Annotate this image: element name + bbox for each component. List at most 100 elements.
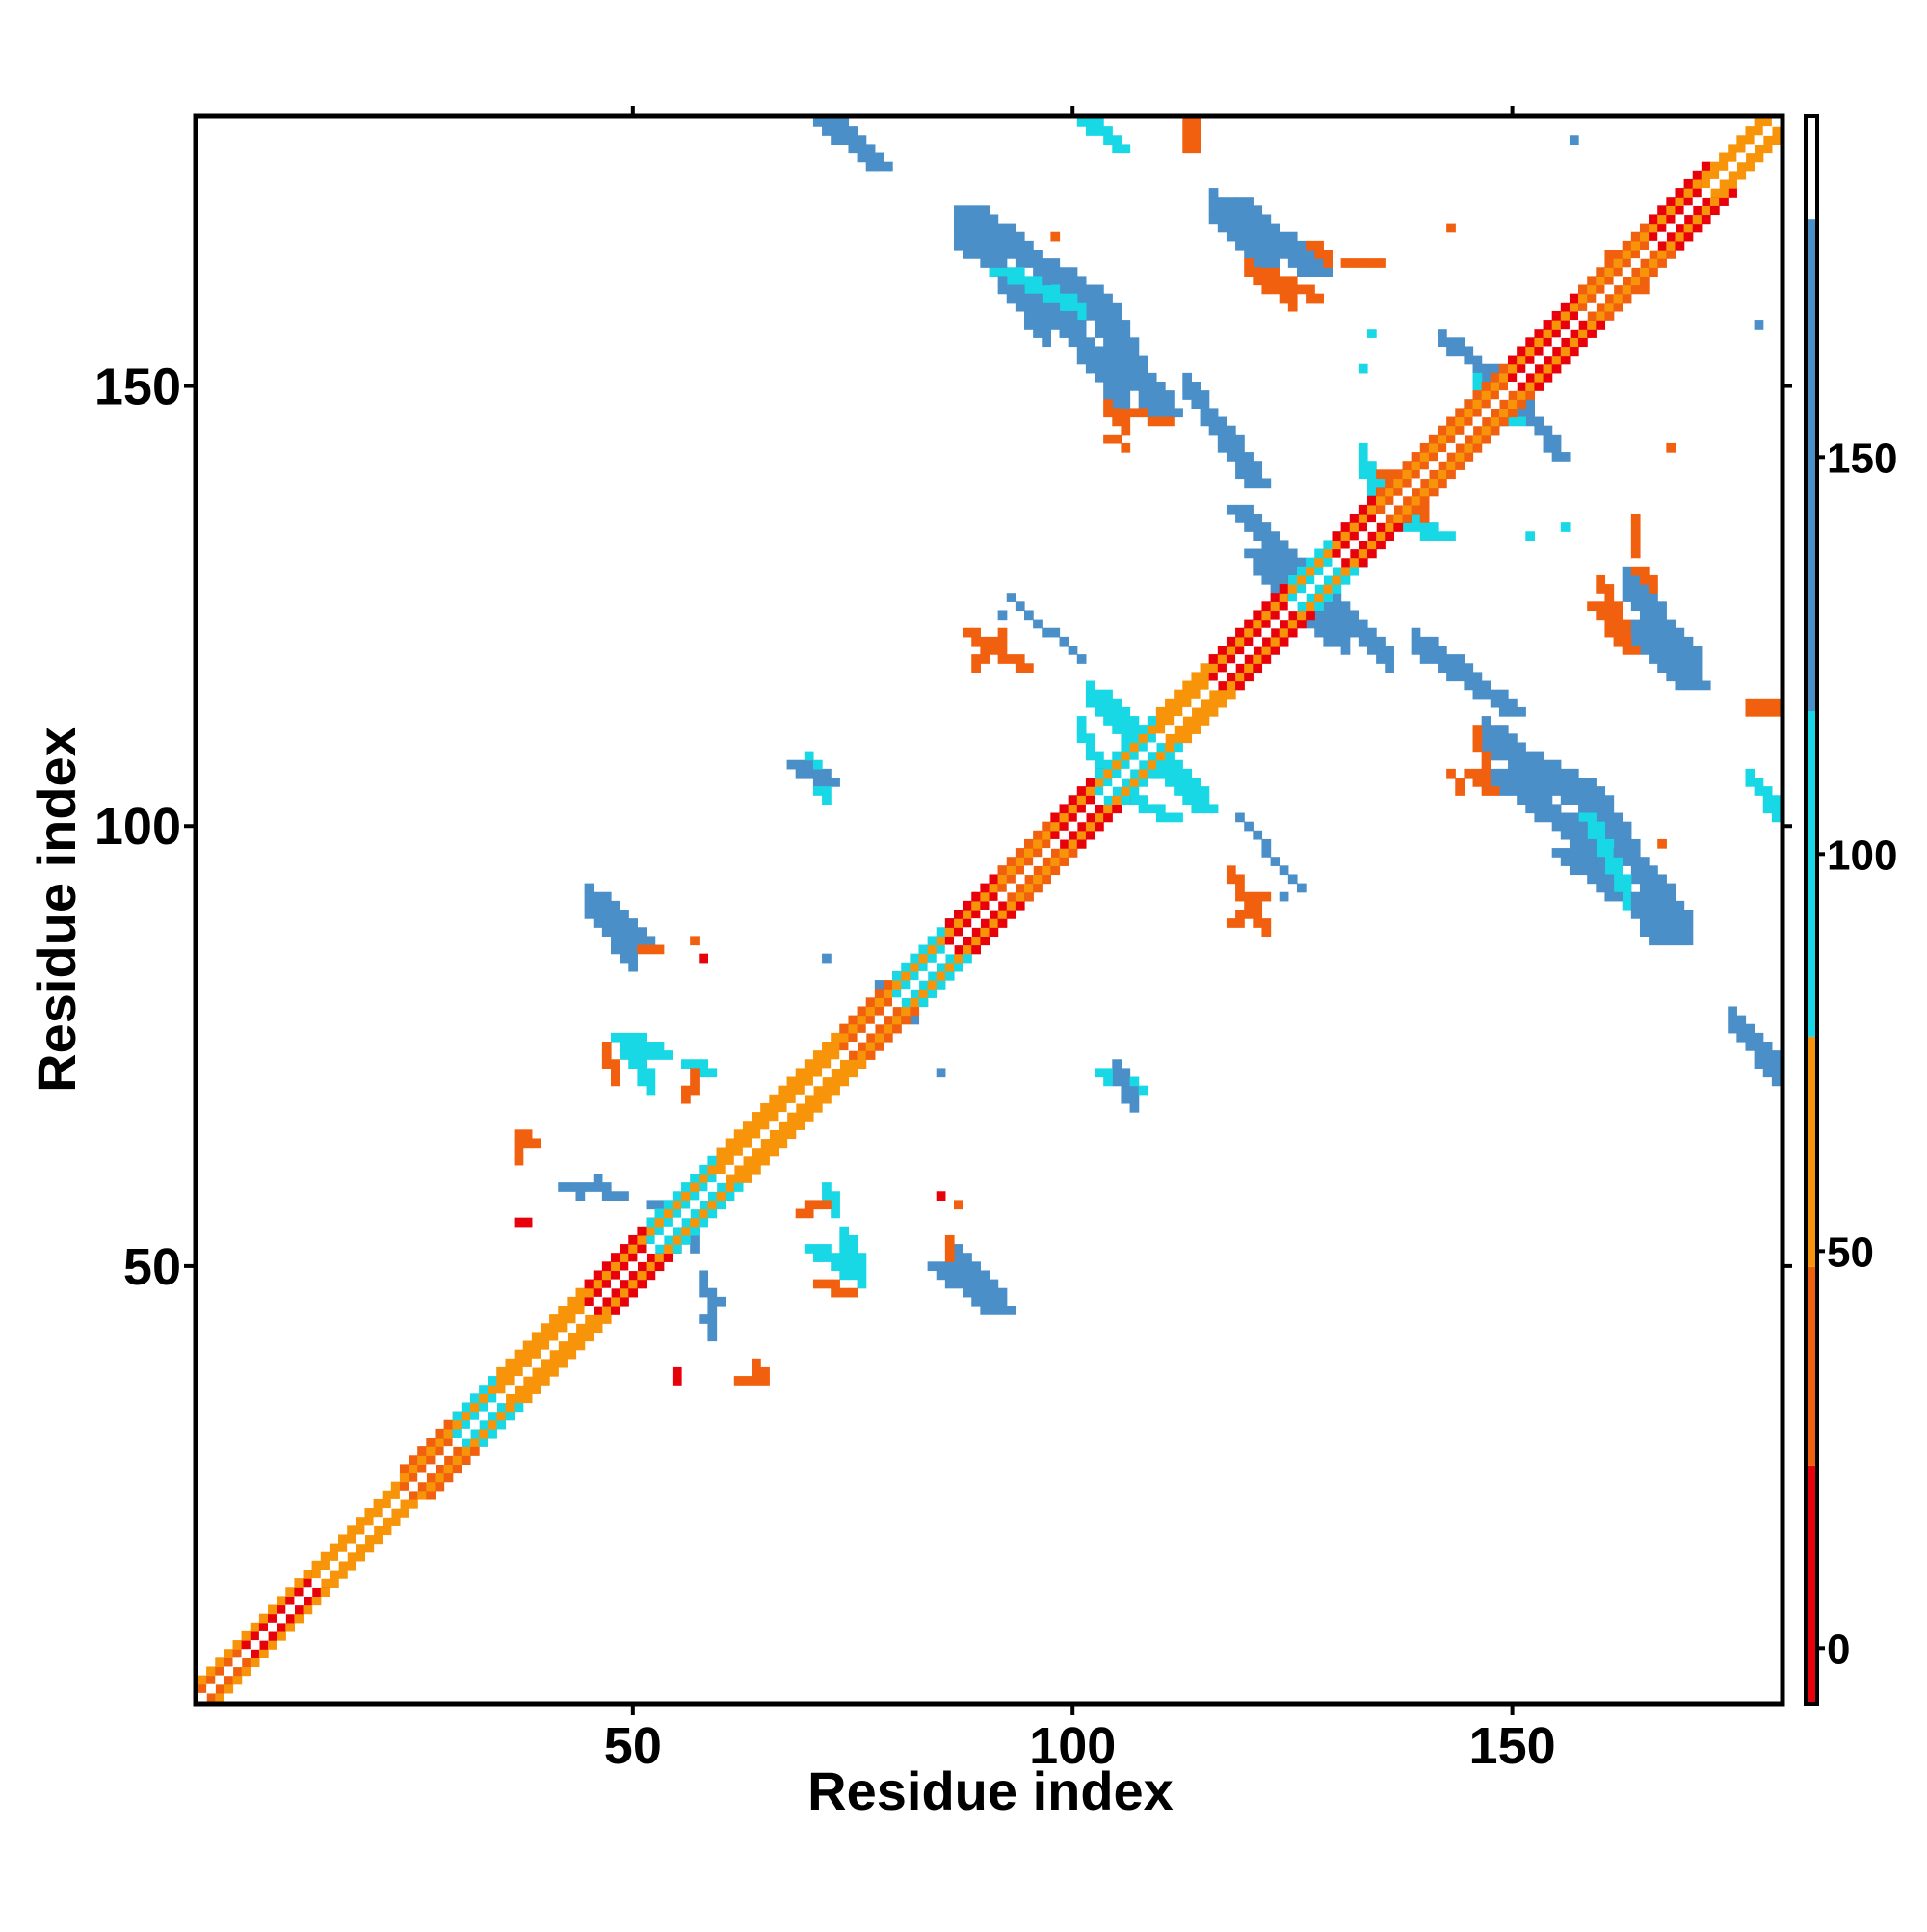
diagonal-cell [1560, 310, 1571, 321]
heatmap-cell [848, 135, 858, 145]
diagonal-cell [1666, 214, 1676, 225]
heatmap-cell [733, 1376, 744, 1386]
diagonal-self-cell [320, 1570, 330, 1579]
heatmap-cell [997, 636, 1008, 647]
heatmap-cell [1332, 627, 1342, 638]
heatmap-cell [953, 205, 964, 216]
heatmap-cell [646, 1050, 656, 1060]
heatmap-cell [989, 223, 999, 233]
heatmap-cell [1191, 135, 1201, 145]
heatmap-cell [1692, 672, 1703, 682]
heatmap-cell [1261, 267, 1272, 277]
heatmap-cell [1508, 786, 1518, 796]
heatmap-cell [1253, 557, 1263, 568]
heatmap-cell [1138, 372, 1148, 383]
heatmap-cell [1569, 795, 1579, 805]
diagonal-cell [1428, 478, 1439, 489]
heatmap-cell [1112, 144, 1122, 154]
heatmap-cell [575, 1182, 586, 1192]
diagonal-cell [1438, 442, 1447, 453]
heatmap-cell [822, 953, 832, 964]
diagonal-cell [822, 1059, 832, 1069]
heatmap-cell [620, 944, 629, 955]
diagonal-cell [1042, 874, 1051, 885]
heatmap-cell [1649, 891, 1658, 902]
heatmap-cell [663, 1050, 673, 1060]
diagonal-cell [980, 883, 990, 893]
heatmap-cell [963, 250, 972, 259]
diagonal-cell [1366, 495, 1377, 506]
heatmap-cell [857, 135, 867, 145]
heatmap-cell [1666, 442, 1676, 453]
diagonal-cell [443, 1455, 454, 1465]
diagonal-self-cell [1525, 363, 1536, 374]
diagonal-cell [1587, 276, 1597, 286]
diagonal-cell [628, 1234, 638, 1245]
diagonal-cell [390, 1517, 401, 1526]
diagonal-self-cell [364, 1525, 375, 1536]
heatmap-cell [1604, 804, 1615, 814]
diagonal-cell [549, 1366, 559, 1377]
diagonal-self-cell [1076, 812, 1087, 823]
heatmap-cell [1296, 557, 1307, 568]
heatmap-cell [1604, 848, 1615, 858]
diagonal-cell [1270, 593, 1280, 602]
diagonal-self-cell [760, 1129, 770, 1140]
diagonal-cell [1498, 372, 1509, 383]
heatmap-cell [646, 1076, 656, 1087]
heatmap-cell [1517, 768, 1526, 779]
diagonal-cell [1296, 574, 1307, 585]
heatmap-cell [944, 1234, 955, 1245]
heatmap-cell [1129, 795, 1140, 805]
diagonal-cell [663, 1217, 673, 1228]
diagonal-cell [611, 1261, 620, 1272]
heatmap-cell [1551, 812, 1562, 823]
diagonal-cell [1138, 759, 1148, 770]
heatmap-cell [1244, 910, 1254, 919]
diagonal-self-cell [654, 1234, 665, 1245]
diagonal-cell [1719, 197, 1729, 206]
diagonal-self-cell [611, 1279, 620, 1289]
diagonal-cell [417, 1446, 427, 1456]
diagonal-self-cell [1323, 566, 1333, 576]
diagonal-cell [1261, 619, 1272, 629]
diagonal-cell [804, 1102, 814, 1113]
heatmap-cell [1279, 250, 1289, 259]
heatmap-cell [1569, 857, 1579, 866]
heatmap-cell [620, 936, 629, 946]
diagonal-cell [1287, 593, 1298, 602]
diagonal-cell [663, 1234, 673, 1245]
diagonal-cell [601, 1306, 612, 1315]
diagonal-cell [469, 1438, 480, 1447]
heatmap-cell [1279, 240, 1289, 251]
diagonal-self-cell [1472, 416, 1483, 427]
heatmap-cell [963, 214, 972, 225]
heatmap-cell [980, 231, 990, 242]
heatmap-cell [997, 627, 1008, 638]
diagonal-cell [628, 1253, 638, 1262]
diagonal-cell [953, 953, 964, 964]
diagonal-cell [690, 1217, 700, 1228]
diagonal-self-cell [699, 1191, 709, 1201]
diagonal-cell [1015, 857, 1025, 866]
heatmap-cell [1604, 830, 1615, 840]
heatmap-cell [971, 1261, 981, 1272]
diagonal-cell [514, 1385, 524, 1394]
heatmap-cell [1358, 442, 1368, 453]
diagonal-cell [839, 1059, 850, 1069]
heatmap-cell [567, 1182, 577, 1192]
diagonal-cell [1613, 302, 1623, 312]
heatmap-cell [831, 1279, 840, 1289]
diagonal-cell [1174, 698, 1183, 708]
diagonal-cell [690, 1226, 700, 1236]
diagonal-cell [865, 1015, 876, 1025]
heatmap-cell [1270, 284, 1280, 295]
heatmap-cell [611, 927, 620, 937]
diagonal-cell [936, 962, 946, 972]
heatmap-cell [1649, 584, 1658, 594]
heatmap-cell [1666, 654, 1676, 664]
diagonal-cell [1551, 363, 1562, 374]
heatmap-cell [1042, 329, 1051, 338]
diagonal-cell [1314, 557, 1324, 568]
colorbar [1804, 114, 1819, 1706]
